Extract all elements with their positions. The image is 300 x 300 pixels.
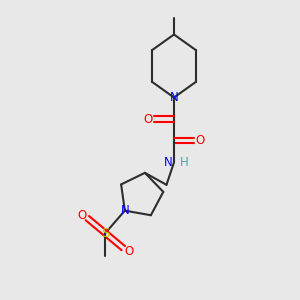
Text: O: O [196,134,205,147]
Text: S: S [101,226,110,240]
Text: N: N [169,91,178,104]
Text: O: O [124,244,133,258]
Text: H: H [180,156,189,169]
Text: N: N [164,156,173,169]
Text: O: O [143,112,152,126]
Text: O: O [77,208,86,222]
Text: N: N [120,204,129,217]
